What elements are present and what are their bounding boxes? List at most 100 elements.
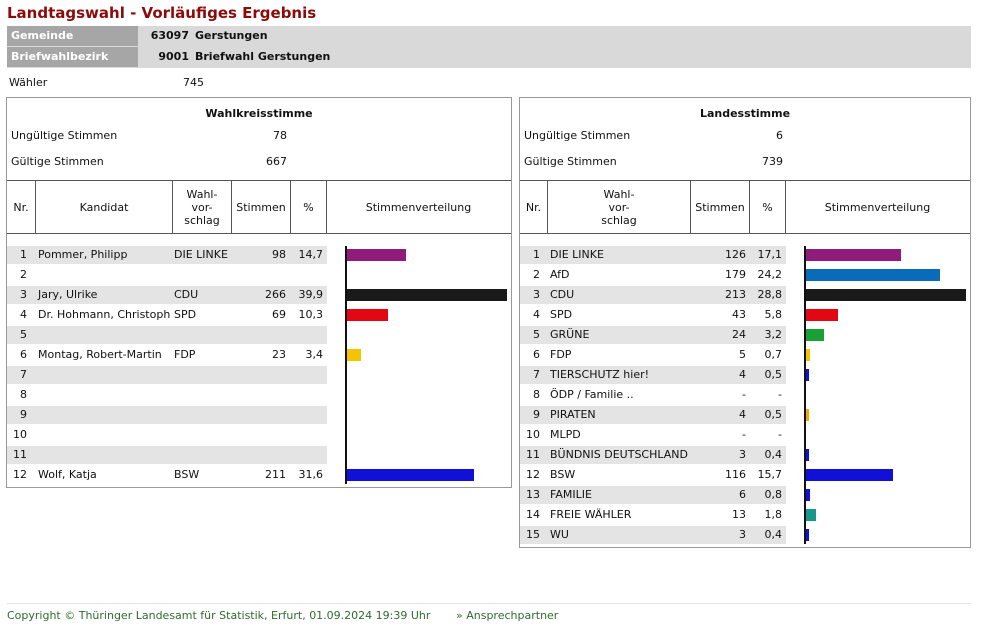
table-row: 12 BSW 116 15,7 [520, 466, 786, 484]
row-nr: 15 [526, 528, 540, 541]
gemeinde-name: Gerstungen [195, 29, 268, 42]
row-stimmen: 98 [272, 248, 286, 261]
row-nr: 9 [533, 408, 540, 421]
row-pct: - [778, 388, 782, 401]
table-row: 10 MLPD - - [520, 426, 786, 444]
row-pct: 14,7 [298, 248, 324, 261]
row-nr: 2 [533, 268, 540, 281]
row-stimmen: 43 [732, 308, 746, 321]
row-pct: 0,7 [764, 348, 783, 361]
table-row: 1 DIE LINKE 126 17,1 [520, 246, 786, 264]
distribution-bar [806, 409, 809, 421]
table-row: 11 BÜNDNIS DEUTSCHLAND 3 0,4 [520, 446, 786, 464]
row-partei: TIERSCHUTZ hier! [550, 368, 650, 381]
row-partei: SPD [550, 308, 573, 321]
wk-invalid-value: 78 [273, 129, 287, 142]
row-nr: 9 [20, 408, 27, 421]
ls-header-stimmen: Stimmen [691, 181, 750, 233]
row-stimmen: 4 [739, 408, 746, 421]
row-nr: 13 [526, 488, 540, 501]
distribution-bar [806, 469, 893, 481]
table-row: 6 Montag, Robert-Martin FDP 23 3,4 [7, 346, 327, 364]
row-kandidat: Pommer, Philipp [38, 248, 128, 261]
distribution-bar [806, 449, 809, 461]
gemeinde-label: Gemeinde [7, 26, 138, 46]
waehler-value: 745 [183, 76, 204, 89]
table-row: 12 Wolf, Katja BSW 211 31,6 [7, 466, 327, 484]
ls-valid-value: 739 [762, 155, 783, 168]
location-info: Gemeinde 63097 Gerstungen Briefwahlbezir… [7, 26, 971, 68]
distribution-bar [806, 289, 966, 301]
row-nr: 6 [20, 348, 27, 361]
row-pct: 15,7 [757, 468, 783, 481]
table-row: 5 GRÜNE 24 3,2 [520, 326, 786, 344]
bezirk-label: Briefwahlbezirk [7, 47, 138, 67]
bezirk-name: Briefwahl Gerstungen [195, 50, 331, 63]
landesstimme-panel: Landesstimme Ungültige Stimmen 6 Gültige… [519, 97, 971, 548]
table-row: 8 [7, 386, 327, 404]
row-pct: 0,8 [764, 488, 783, 501]
row-partei: FREIE WÄHLER [550, 508, 632, 521]
landesstimme-title: Landesstimme [699, 107, 791, 120]
row-nr: 1 [20, 248, 27, 261]
row-nr: 4 [533, 308, 540, 321]
wk-valid-label: Gültige Stimmen [11, 155, 104, 168]
table-row: 4 Dr. Hohmann, Christoph SPD 69 10,3 [7, 306, 327, 324]
row-stimmen: 13 [732, 508, 746, 521]
row-nr: 10 [13, 428, 27, 441]
row-stimmen: 213 [725, 288, 746, 301]
ls-header-pct: % [750, 181, 786, 233]
distribution-bar [806, 309, 838, 321]
row-stimmen: 24 [732, 328, 746, 341]
table-row: 7 [7, 366, 327, 384]
distribution-bar [347, 289, 507, 301]
row-nr: 2 [20, 268, 27, 281]
row-pct: 31,6 [298, 468, 324, 481]
row-nr: 5 [533, 328, 540, 341]
table-row: 14 FREIE WÄHLER 13 1,8 [520, 506, 786, 524]
row-stimmen: 23 [272, 348, 286, 361]
gemeinde-number: 63097 [150, 29, 189, 42]
row-nr: 14 [526, 508, 540, 521]
distribution-bar [806, 349, 810, 361]
row-stimmen: 211 [265, 468, 286, 481]
row-partei: GRÜNE [550, 328, 590, 341]
row-stimmen: 179 [725, 268, 746, 281]
row-partei: BÜNDNIS DEUTSCHLAND [550, 448, 688, 461]
page-title: Landtagswahl - Vorläufiges Ergebnis [7, 4, 317, 22]
distribution-bar [347, 249, 406, 261]
distribution-axis [345, 246, 347, 484]
row-kandidat: Dr. Hohmann, Christoph [38, 308, 171, 321]
distribution-bar [806, 369, 809, 381]
table-row: 9 [7, 406, 327, 424]
row-kandidat: Jary, Ulrike [38, 288, 98, 301]
row-partei: BSW [550, 468, 576, 481]
distribution-axis [804, 246, 806, 544]
ls-invalid-label: Ungültige Stimmen [524, 129, 631, 142]
wk-valid-value: 667 [266, 155, 287, 168]
row-stimmen: 266 [265, 288, 286, 301]
row-pct: 0,5 [764, 368, 783, 381]
row-partei: WU [550, 528, 569, 541]
row-stimmen: - [742, 428, 746, 441]
distribution-bar [806, 269, 940, 281]
ls-table-header: Nr. Wahl- vor- schlag Stimmen % Stimmenv… [520, 180, 970, 234]
row-nr: 1 [533, 248, 540, 261]
row-nr: 12 [526, 468, 540, 481]
row-nr: 3 [20, 288, 27, 301]
distribution-bar [806, 249, 901, 261]
row-pct: 0,5 [764, 408, 783, 421]
row-stimmen: - [742, 388, 746, 401]
row-partei: FAMILIE [550, 488, 592, 501]
ls-valid-label: Gültige Stimmen [524, 155, 617, 168]
contact-link[interactable]: » Ansprechpartner [456, 609, 559, 622]
table-row: 1 Pommer, Philipp DIE LINKE 98 14,7 [7, 246, 327, 264]
table-row: 9 PIRATEN 4 0,5 [520, 406, 786, 424]
row-nr: 10 [526, 428, 540, 441]
waehler-label: Wähler [9, 76, 48, 89]
row-pct: 3,2 [764, 328, 783, 341]
row-pct: 28,8 [757, 288, 783, 301]
distribution-bar [806, 509, 816, 521]
table-row: 3 CDU 213 28,8 [520, 286, 786, 304]
row-pct: 17,1 [757, 248, 783, 261]
